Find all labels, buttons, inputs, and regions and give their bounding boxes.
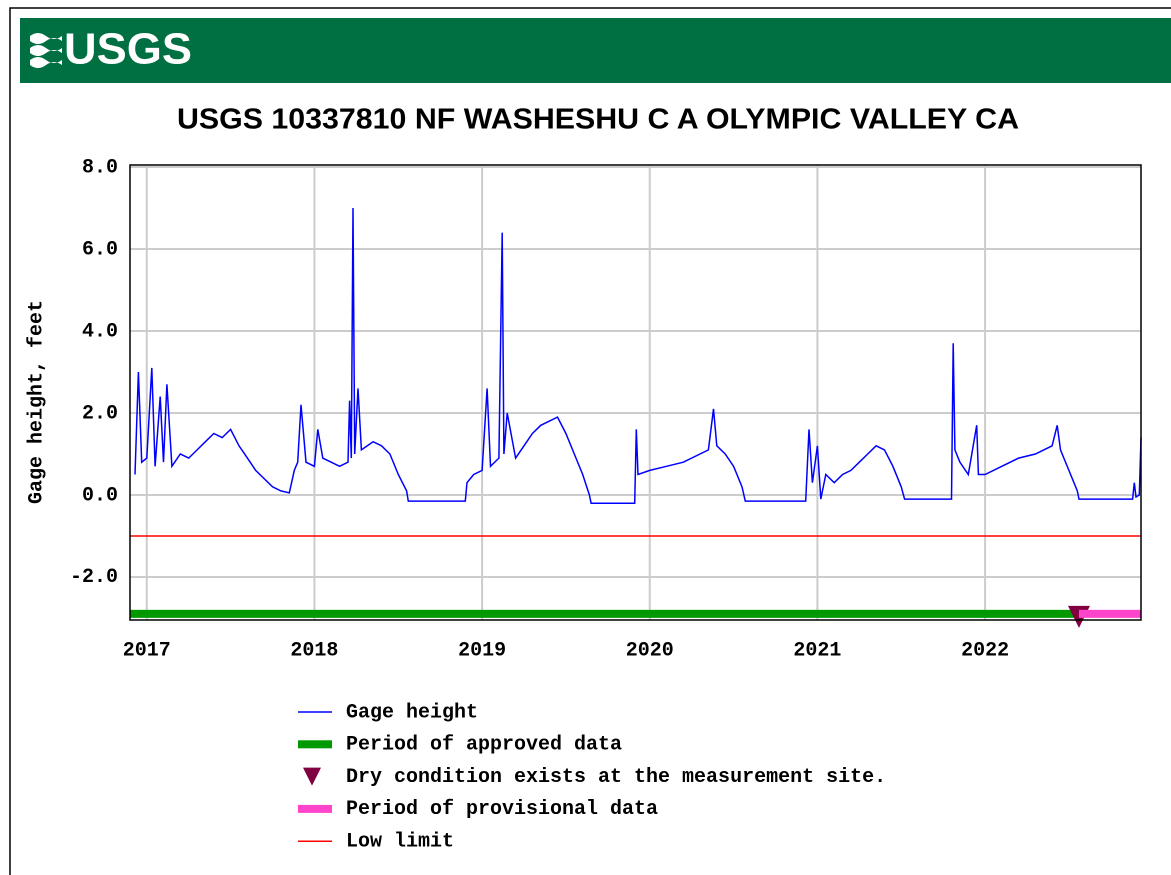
y-tick-label: 2.0 <box>82 402 118 425</box>
chart-title: USGS 10337810 NF WASHESHU C A OLYMPIC VA… <box>177 104 1019 136</box>
plot-frame <box>129 164 1142 621</box>
legend-label: Period of provisional data <box>346 798 658 821</box>
data-line <box>134 207 1142 504</box>
x-tick-label: 2020 <box>626 639 674 662</box>
y-tick-label: -2.0 <box>70 566 118 589</box>
legend-label: Gage height <box>346 701 478 724</box>
legend-swatch <box>298 804 332 813</box>
period-band <box>130 609 1079 618</box>
y-tick-label: 6.0 <box>82 238 118 261</box>
header-band <box>20 18 1171 83</box>
x-tick-label: 2022 <box>961 639 1009 662</box>
logo-waves <box>30 33 62 68</box>
y-axis-label: Gage height, feet <box>25 300 48 504</box>
y-tick-label: 4.0 <box>82 320 118 343</box>
x-tick-label: 2019 <box>458 639 506 662</box>
legend-label: Period of approved data <box>346 734 622 757</box>
legend-swatch <box>298 740 332 749</box>
legend-swatch <box>303 767 321 786</box>
legend-label: Low limit <box>346 830 454 853</box>
x-tick-label: 2021 <box>793 639 841 662</box>
y-tick-label: 0.0 <box>82 484 118 507</box>
logo-text: USGS <box>64 25 192 74</box>
x-tick-label: 2018 <box>290 639 338 662</box>
legend-label: Dry condition exists at the measurement … <box>346 766 886 789</box>
x-tick-label: 2017 <box>123 639 171 662</box>
period-band <box>1078 609 1141 618</box>
y-tick-label: 8.0 <box>82 156 118 179</box>
